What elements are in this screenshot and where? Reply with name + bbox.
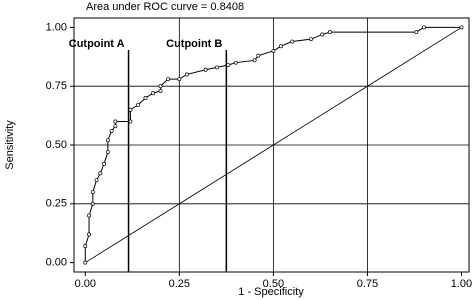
y-tick-label: 0.00 <box>46 256 67 268</box>
roc-point <box>256 53 261 58</box>
roc-point <box>459 25 464 30</box>
y-tick-label: 0.25 <box>46 198 67 210</box>
roc-point <box>128 107 133 112</box>
x-tick-label: 0.25 <box>169 278 190 290</box>
roc-point <box>177 77 182 82</box>
roc-point <box>327 30 332 35</box>
x-tick-label: 1.00 <box>451 278 472 290</box>
y-tick-label: 0.50 <box>46 139 67 151</box>
roc-point <box>166 77 170 82</box>
roc-point <box>94 178 99 183</box>
reference-diagonal <box>85 27 462 263</box>
roc-point <box>226 63 231 67</box>
roc-point <box>320 32 325 37</box>
roc-point <box>252 58 257 63</box>
y-axis-label: Sensitivity <box>4 120 16 170</box>
x-tick-label: 0.75 <box>357 278 378 290</box>
roc-point <box>90 190 95 194</box>
cutpoint-label: Cutpoint A <box>69 38 125 50</box>
roc-point <box>290 39 295 44</box>
roc-point <box>151 91 155 96</box>
chart-title: Area under ROC curve = 0.8408 <box>86 1 244 13</box>
roc-point <box>87 213 91 218</box>
roc-point <box>278 44 283 49</box>
x-tick-label: 0.00 <box>75 278 96 290</box>
roc-point <box>215 65 219 70</box>
y-tick-label: 1.00 <box>46 21 67 33</box>
roc-point <box>158 88 163 93</box>
roc-point <box>83 244 88 249</box>
roc-point <box>102 161 107 166</box>
roc-point <box>309 37 313 42</box>
cutpoint-label: Cutpoint B <box>166 38 222 50</box>
roc-point <box>83 260 88 265</box>
y-tick-label: 0.75 <box>46 80 67 92</box>
roc-point <box>414 30 419 35</box>
roc-point <box>105 138 110 143</box>
roc-point <box>113 119 118 124</box>
roc-point <box>105 150 110 155</box>
roc-point <box>203 67 208 72</box>
roc-point <box>113 124 118 129</box>
roc-point <box>109 128 114 133</box>
x-tick-label: 0.50 <box>263 278 284 290</box>
roc-point <box>271 48 276 53</box>
roc-point <box>143 96 148 100</box>
roc-point <box>90 201 95 206</box>
roc-point <box>128 119 133 124</box>
x-axis-label: 1 - Specificity <box>238 286 304 298</box>
roc-point <box>233 60 238 65</box>
roc-point <box>98 171 103 176</box>
roc-point <box>184 72 189 77</box>
roc-point <box>87 232 91 237</box>
roc-point <box>136 103 140 107</box>
roc-point <box>421 25 426 30</box>
roc-point <box>158 84 163 89</box>
